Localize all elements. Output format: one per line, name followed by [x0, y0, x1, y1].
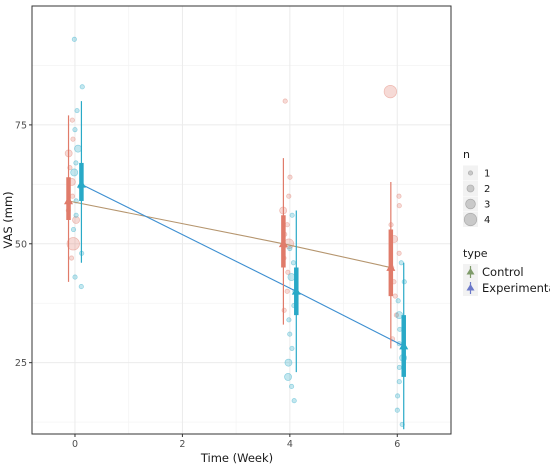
experimental-data-point [284, 358, 293, 367]
size-legend-label: 1 [484, 169, 490, 180]
experimental-data-point [287, 245, 293, 252]
control-data-point [393, 312, 399, 318]
size-legend-circle [466, 184, 475, 193]
control-data-point [392, 293, 398, 299]
control-mean-marker [278, 239, 288, 248]
control-data-point [396, 203, 402, 209]
y-axis-ticks: 25 50 75 [15, 120, 32, 369]
control-data-point [284, 222, 290, 228]
experimental-data-point [396, 364, 402, 370]
x-axis-ticks: 0 2 4 6 [72, 434, 400, 450]
type-legend-title: type [463, 247, 488, 260]
experimental-data-point [398, 260, 404, 266]
control-data-point [396, 193, 402, 199]
type-legend: type Control Experimental [463, 247, 550, 296]
experimental-data-point [70, 226, 77, 233]
experimental-mean-marker [291, 286, 301, 295]
experimental-mean-marker [399, 341, 409, 350]
experimental-data-point [72, 274, 78, 280]
experimental-data-point [395, 298, 401, 304]
control-data-point [70, 136, 76, 142]
experimental-data-point [287, 331, 293, 337]
x-tick-label: 0 [72, 439, 78, 450]
size-legend-key-bg [463, 181, 478, 196]
experimental-data-point [74, 108, 80, 114]
y-axis-title: VAS (mm) [1, 191, 15, 248]
type-legend-label: Experimental [482, 281, 550, 295]
experimental-data-point [397, 326, 403, 332]
control-data-point [68, 255, 75, 261]
size-legend-key-bg [463, 212, 478, 227]
experimental-data-point [71, 36, 77, 42]
size-legend-circle [467, 170, 474, 176]
experimental-data-point [78, 284, 84, 290]
experimental-data-point [291, 398, 297, 404]
control-data-point [396, 250, 402, 256]
control-data-point [287, 174, 293, 180]
type-legend-label: Control [482, 265, 524, 279]
experimental-data-point [284, 373, 292, 381]
size-legend-label: 4 [484, 215, 490, 226]
y-tick-label: 50 [15, 239, 27, 250]
experimental-data-point [396, 379, 402, 385]
control-mean-marker [386, 262, 396, 271]
control-data-point [69, 193, 76, 199]
experimental-data-point [286, 317, 292, 323]
experimental-data-point [289, 212, 295, 218]
experimental-data-point [394, 407, 400, 413]
size-legend-label: 3 [484, 200, 490, 211]
size-legend-circle [463, 212, 478, 227]
size-legend-key-bg [463, 165, 478, 181]
control-data-point [383, 84, 397, 99]
plot-panel [31, 5, 452, 435]
control-data-point [286, 193, 292, 199]
control-data-point [72, 216, 80, 224]
type-legend-marker [466, 284, 475, 291]
control-data-point [284, 288, 290, 294]
y-tick-label: 25 [15, 358, 27, 369]
experimental-data-point [289, 345, 295, 351]
control-data-point [66, 237, 80, 251]
control-data-point [282, 98, 288, 104]
experimental-data-point [290, 260, 296, 266]
control-data-point [285, 269, 291, 275]
experimental-data-point [73, 212, 79, 218]
size-legend-circle [465, 198, 476, 210]
type-legend-marker [466, 268, 475, 275]
experimental-data-point [74, 144, 82, 153]
experimental-data-point [79, 84, 85, 90]
size-legend-key-bg [463, 196, 478, 212]
experimental-data-point [73, 160, 79, 166]
y-tick-label: 75 [15, 120, 27, 131]
raw-points-layer [64, 36, 408, 428]
size-legend: n 1 2 3 4 [463, 148, 490, 227]
control-data-point [281, 307, 287, 313]
experimental-mean-marker [76, 179, 86, 188]
x-tick-label: 2 [179, 439, 185, 450]
x-tick-label: 4 [287, 439, 293, 450]
x-tick-label: 6 [394, 439, 400, 450]
control-data-point [69, 117, 75, 123]
size-legend-title: n [463, 148, 470, 161]
experimental-data-point [72, 127, 78, 133]
experimental-data-point [70, 168, 79, 177]
x-axis-title: Time (Week) [200, 451, 273, 465]
control-mean-marker [64, 196, 74, 205]
experimental-data-point [289, 383, 295, 389]
experimental-data-point [395, 393, 401, 399]
experimental-data-point [287, 273, 296, 281]
panel-border [31, 5, 452, 435]
size-legend-label: 2 [484, 184, 490, 195]
